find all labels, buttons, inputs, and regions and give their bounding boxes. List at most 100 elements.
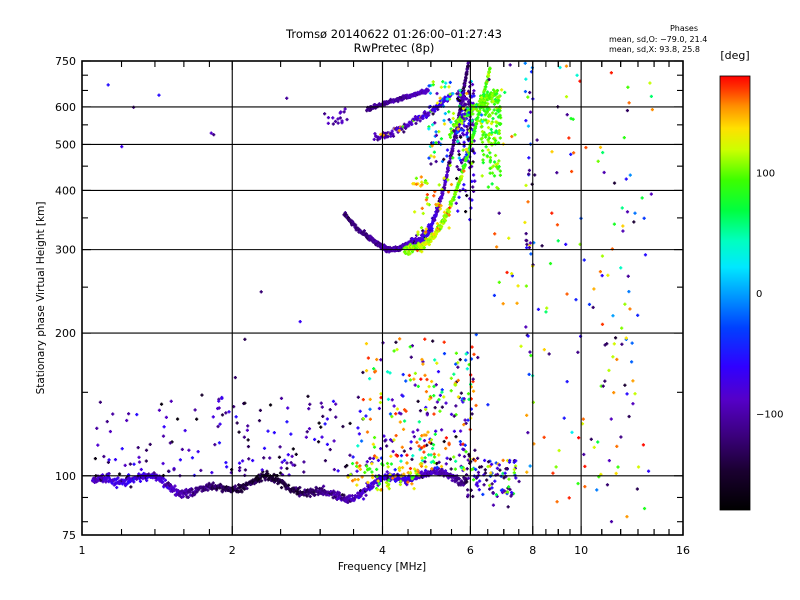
data-point <box>348 421 352 426</box>
data-point <box>331 116 335 120</box>
data-point <box>551 471 555 475</box>
data-point <box>558 65 562 70</box>
data-point <box>321 414 325 418</box>
data-point <box>455 176 459 181</box>
data-point <box>385 470 389 474</box>
data-point <box>636 313 640 317</box>
data-point <box>490 486 494 490</box>
data-point <box>431 80 435 84</box>
data-point <box>102 454 106 459</box>
data-point <box>359 439 364 443</box>
data-point <box>106 83 110 87</box>
data-point <box>287 483 291 487</box>
data-point <box>529 353 533 358</box>
data-point <box>612 342 616 346</box>
data-point <box>514 459 518 463</box>
data-point <box>628 173 632 177</box>
data-point <box>175 417 180 421</box>
data-point <box>589 437 593 441</box>
data-point <box>202 488 206 493</box>
data-point <box>630 341 634 345</box>
data-point <box>233 484 237 488</box>
data-point <box>199 468 203 473</box>
data-point <box>527 156 531 160</box>
data-point <box>419 175 423 179</box>
data-point <box>598 145 603 149</box>
data-point <box>120 145 124 149</box>
data-point <box>528 90 532 95</box>
data-point <box>168 441 172 445</box>
data-point <box>282 458 287 462</box>
data-point <box>497 280 501 284</box>
data-point <box>328 408 332 412</box>
data-point <box>424 390 429 394</box>
data-point <box>616 465 620 469</box>
data-point <box>609 417 613 421</box>
data-point <box>366 356 370 360</box>
data-point <box>603 379 607 383</box>
data-point <box>425 413 429 417</box>
data-point <box>451 116 455 121</box>
data-point <box>190 456 195 460</box>
data-point <box>277 455 282 459</box>
data-point <box>390 398 394 402</box>
data-point <box>416 399 420 403</box>
data-point <box>326 116 331 120</box>
data-point <box>582 452 586 457</box>
data-point <box>527 168 532 172</box>
colorbar-tick-label: −100 <box>756 410 783 421</box>
data-point <box>137 455 141 459</box>
data-point <box>633 392 637 396</box>
data-point <box>432 452 436 456</box>
data-point <box>353 477 357 482</box>
x-axis-label: Frequency [MHz] <box>338 561 426 573</box>
data-point <box>393 468 397 472</box>
data-point <box>266 472 270 476</box>
data-point <box>621 229 625 233</box>
data-point <box>503 90 507 95</box>
data-point <box>368 417 373 421</box>
data-point <box>623 383 627 387</box>
data-point <box>279 396 284 400</box>
data-point <box>437 453 441 457</box>
data-point <box>279 485 284 490</box>
data-point <box>565 113 569 117</box>
data-point <box>402 419 407 423</box>
data-point <box>569 152 573 156</box>
data-point <box>528 350 532 354</box>
data-point <box>528 110 533 114</box>
data-point <box>457 149 461 153</box>
data-point <box>567 496 571 500</box>
data-point <box>649 94 653 99</box>
data-point <box>378 400 383 405</box>
data-point <box>423 468 428 473</box>
data-point <box>476 470 481 474</box>
data-point <box>452 455 456 459</box>
data-point <box>458 429 463 433</box>
data-point <box>138 479 143 483</box>
data-point <box>476 355 480 360</box>
data-point <box>505 270 509 275</box>
data-point <box>218 422 222 426</box>
data-point <box>609 71 613 75</box>
data-point <box>110 481 114 485</box>
data-point <box>483 468 487 472</box>
data-point <box>132 462 136 466</box>
data-point <box>486 185 490 189</box>
y-tick-label: 300 <box>55 244 76 257</box>
data-point <box>535 138 539 142</box>
data-point <box>368 407 372 411</box>
data-point <box>379 447 383 451</box>
data-point <box>453 467 458 471</box>
data-point <box>439 464 444 469</box>
data-point <box>388 438 393 442</box>
data-point <box>257 480 262 484</box>
data-point <box>356 426 360 430</box>
data-point <box>167 486 172 491</box>
data-point <box>642 506 647 511</box>
data-point <box>457 195 461 199</box>
colorbar-tick-label: 100 <box>756 168 775 179</box>
data-point <box>298 485 302 490</box>
data-point <box>622 136 626 140</box>
